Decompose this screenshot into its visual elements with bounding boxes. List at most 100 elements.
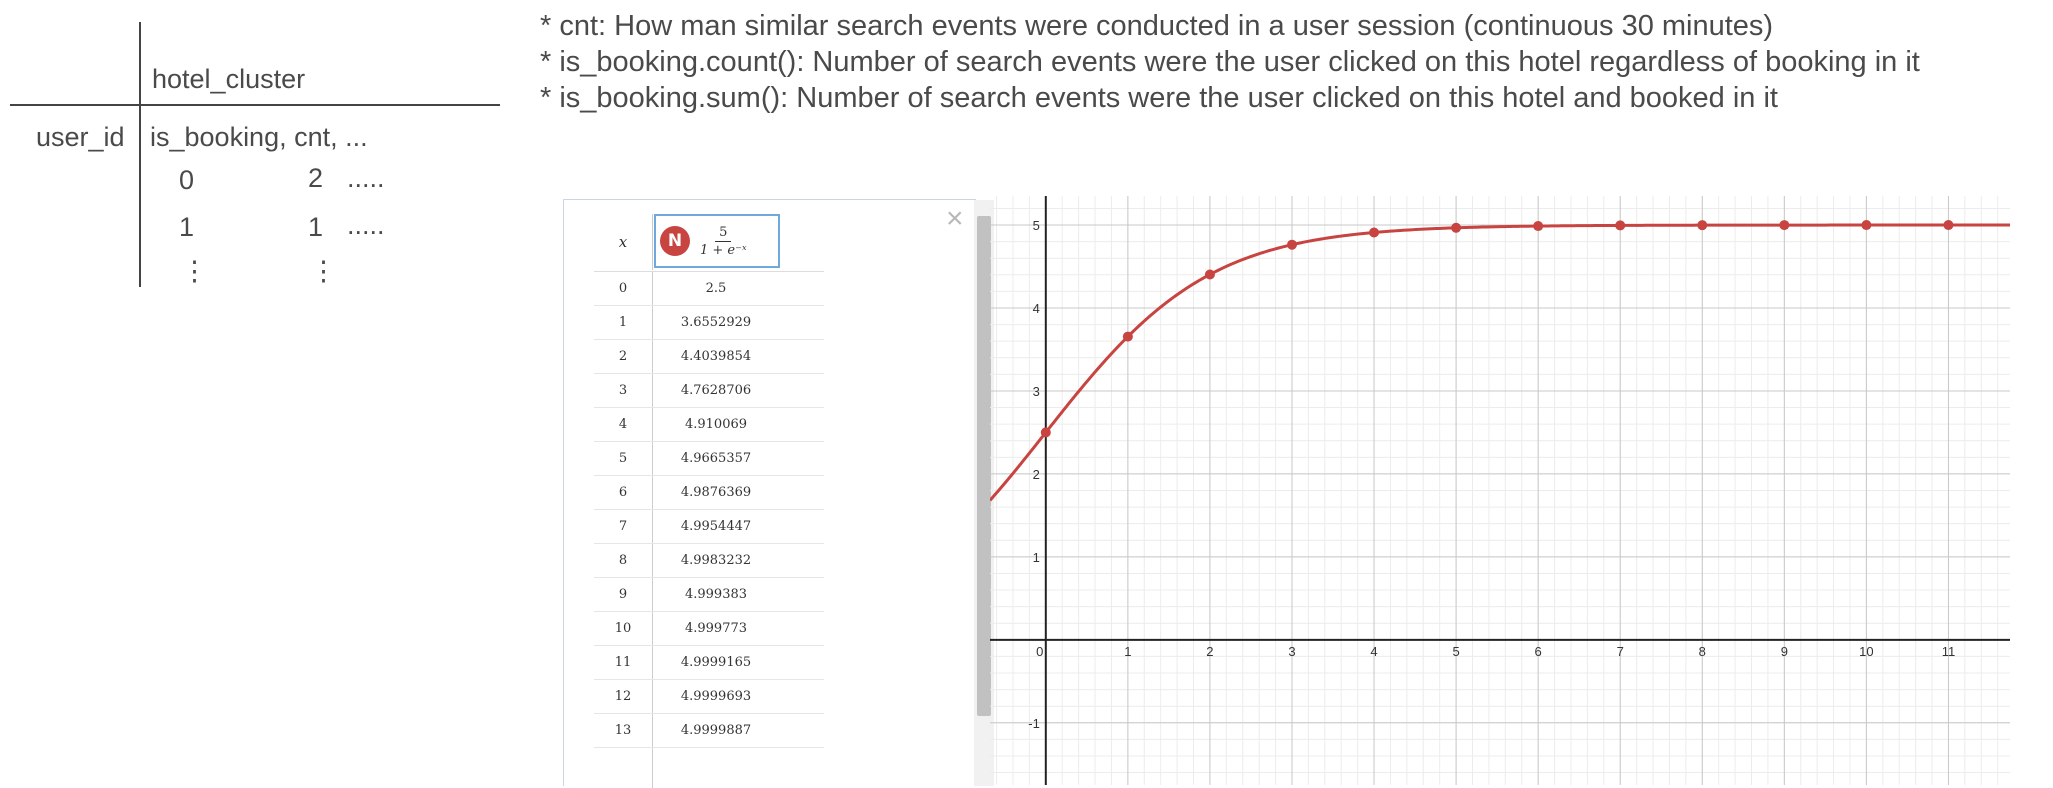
table-cell-y: 2.5 [705, 281, 727, 296]
sub-header-label: is_booking, cnt, ... [150, 122, 368, 152]
x-tick-label: 5 [1452, 644, 1459, 659]
x-tick-label: 0 [1036, 644, 1043, 659]
table-cell-x: 8 [594, 544, 653, 577]
table-row: 5 4.9665357 [594, 442, 824, 476]
table-column-divider [652, 748, 653, 788]
expression-logo-icon: N [660, 226, 690, 256]
table-row: 13 4.9999887 [594, 714, 824, 748]
row-1-cnt: 1 [308, 212, 324, 242]
table-row: 2 4.4039854 [594, 340, 824, 374]
table-cell-x: 0 [594, 272, 653, 305]
table-cell-y: 4.999773 [684, 621, 748, 636]
table-cell-x: 4 [594, 408, 653, 441]
close-icon[interactable]: × [946, 202, 964, 235]
note-booking-sum: * is_booking.sum(): Number of search eve… [540, 82, 1778, 114]
row-0-is-booking: 0 [179, 165, 195, 195]
table-x-header: x [594, 214, 653, 270]
formula: 5 1 + e⁻ˣ [700, 225, 747, 258]
data-point [1451, 222, 1462, 233]
row-0-rest: ..... [347, 163, 385, 193]
table-cell-y: 4.9954447 [680, 519, 752, 534]
table-cell-x: 5 [594, 442, 653, 475]
table-cell-y: 4.7628706 [680, 383, 752, 398]
data-point [1122, 331, 1133, 342]
table-cell-y: 4.9983232 [680, 553, 752, 568]
x-tick-label: 3 [1288, 644, 1295, 659]
table-row: 0 2.5 [594, 272, 824, 306]
table-rows: 0 2.5 1 3.6552929 2 4.4039854 3 4.7628706 4 4.910… [594, 271, 824, 788]
table-row: 7 4.9954447 [594, 510, 824, 544]
table-cell-x: 3 [594, 374, 653, 407]
data-point [1204, 269, 1215, 280]
y-tick-label: -1 [1028, 716, 1040, 731]
y-tick-label: 1 [1033, 550, 1040, 565]
data-point [1369, 227, 1380, 238]
note-booking-count: * is_booking.count(): Number of search e… [540, 46, 1920, 78]
table-row: 12 4.9999693 [594, 680, 824, 714]
schematic-horizontal-divider [10, 104, 500, 106]
table-row: 6 4.9876369 [594, 476, 824, 510]
x-tick-label: 6 [1535, 644, 1542, 659]
y-tick-label: 4 [1033, 301, 1040, 316]
row-1-rest: ..... [347, 210, 385, 240]
table-row: 3 4.7628706 [594, 374, 824, 408]
data-point [1286, 239, 1297, 250]
data-point [1615, 220, 1626, 231]
data-point [1533, 221, 1544, 232]
graph-canvas[interactable]: 0 1 2 3 4 5 6 7 8 9 10 11 -1 1 2 3 4 5 [990, 196, 2010, 785]
row-0-cnt: 2 [308, 163, 324, 193]
note-cnt: * cnt: How man similar search events wer… [540, 10, 1774, 42]
data-point [1861, 220, 1872, 231]
table-cell-x: 1 [594, 306, 653, 339]
table-cell-y: 4.9999693 [680, 689, 752, 704]
table-row: 8 4.9983232 [594, 544, 824, 578]
table-row: 10 4.999773 [594, 612, 824, 646]
table-cell-x: 12 [594, 680, 653, 713]
table-cell-x: 6 [594, 476, 653, 509]
formula-denominator: 1 + e⁻ˣ [700, 242, 747, 258]
table-cell-x: 9 [594, 578, 653, 611]
function-curve [990, 223, 2010, 502]
table-formula-header[interactable]: N 5 1 + e⁻ˣ [654, 214, 780, 268]
scrollbar-thumb[interactable] [977, 216, 991, 716]
table-cell-y: 4.910069 [684, 417, 748, 432]
table-row: 1 3.6552929 [594, 306, 824, 340]
table-panel: × x N 5 1 + e⁻ˣ 0 2.5 1 3.6552929 2 4.4039854… [563, 199, 994, 788]
data-point [1697, 220, 1708, 231]
data-point [1943, 220, 1954, 231]
table-cell-x: 10 [594, 612, 653, 645]
table-row: 9 4.999383 [594, 578, 824, 612]
x-tick-label: 2 [1206, 644, 1213, 659]
x-tick-label: 4 [1370, 644, 1377, 659]
table-cell-y: 4.9999887 [680, 723, 752, 738]
table-empty-row[interactable] [594, 748, 824, 788]
table-cell-x: 7 [594, 510, 653, 543]
table-row: 11 4.9999165 [594, 646, 824, 680]
table-cell-x: 13 [594, 714, 653, 747]
table-cell-x: 11 [594, 646, 653, 679]
y-tick-label: 5 [1033, 218, 1040, 233]
column-header-label: hotel_cluster [152, 64, 306, 94]
y-tick-label: 2 [1033, 467, 1040, 482]
data-point [1040, 427, 1051, 438]
data-point [1779, 220, 1790, 231]
table-cell-y: 4.999383 [684, 587, 748, 602]
table-cell-x: 2 [594, 340, 653, 373]
x-tick-label: 1 [1124, 644, 1131, 659]
row-header-label: user_id [36, 122, 125, 152]
x-tick-label: 11 [1942, 644, 1956, 659]
col-0-ellipsis: ⋮ [181, 256, 208, 286]
x-tick-label: 7 [1617, 644, 1624, 659]
y-tick-label: 3 [1033, 384, 1040, 399]
row-1-is-booking: 1 [179, 212, 195, 242]
x-tick-label: 8 [1699, 644, 1706, 659]
formula-numerator: 5 [715, 225, 732, 242]
table-cell-y: 4.9876369 [680, 485, 752, 500]
table-cell-y: 3.6552929 [680, 315, 752, 330]
pivot-schematic: hotel_cluster user_id is_booking, cnt, .… [0, 0, 520, 300]
table-cell-y: 4.9665357 [680, 451, 752, 466]
col-1-ellipsis: ⋮ [310, 256, 337, 286]
notes: * cnt: How man similar search events wer… [540, 8, 2040, 116]
table-cell-y: 4.9999165 [680, 655, 752, 670]
schematic-vertical-divider [139, 22, 141, 287]
